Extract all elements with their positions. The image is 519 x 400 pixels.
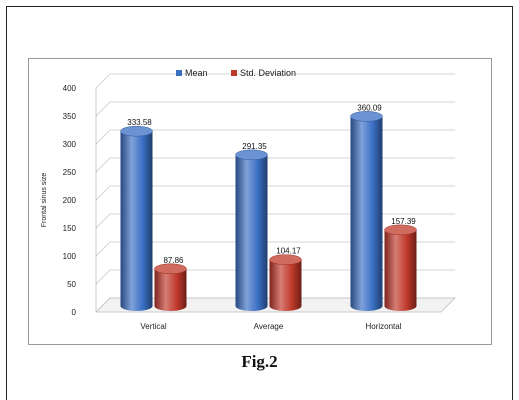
bar-top xyxy=(236,150,268,160)
bar-top xyxy=(385,225,417,235)
y-tick-label: 100 xyxy=(63,252,77,261)
legend-label: Mean xyxy=(185,68,208,78)
gridline-side xyxy=(96,74,110,88)
bar-std-deviation-average xyxy=(270,255,302,311)
gridline-side xyxy=(96,242,110,256)
bar-body xyxy=(155,269,187,311)
y-tick-label: 0 xyxy=(72,308,77,317)
x-tick-label: Horizontal xyxy=(365,322,401,331)
figure-caption: Fig.2 xyxy=(0,352,519,372)
gridline-side xyxy=(96,186,110,200)
bar-std-deviation-horizontal xyxy=(385,225,417,311)
y-tick-label: 50 xyxy=(67,280,76,289)
data-label: 157.39 xyxy=(391,217,416,226)
gridline-side xyxy=(96,158,110,172)
y-tick-label: 250 xyxy=(63,168,77,177)
legend-swatch xyxy=(176,70,182,76)
bar-body xyxy=(385,230,417,311)
bar-top xyxy=(351,111,383,121)
data-label: 291.35 xyxy=(242,142,267,151)
bar-body xyxy=(236,155,268,311)
bar-top xyxy=(155,264,187,274)
data-label: 360.09 xyxy=(357,103,382,112)
y-axis-label: Frontal sinus size xyxy=(41,173,48,228)
bar-std-deviation-vertical xyxy=(155,264,187,311)
legend-label: Std. Deviation xyxy=(240,68,296,78)
bar-mean-average xyxy=(236,150,268,311)
y-tick-label: 400 xyxy=(63,84,77,93)
y-tick-label: 150 xyxy=(63,224,77,233)
bar-mean-vertical xyxy=(121,126,153,311)
bar-body xyxy=(121,131,153,311)
legend-swatch xyxy=(231,70,237,76)
bar-top xyxy=(270,255,302,265)
y-tick-label: 350 xyxy=(63,112,77,121)
y-tick-label: 300 xyxy=(63,140,77,149)
bar-mean-horizontal xyxy=(351,111,383,311)
gridline-side xyxy=(96,130,110,144)
data-label: 104.17 xyxy=(276,247,301,256)
data-label: 333.58 xyxy=(127,118,152,127)
bar-body xyxy=(270,260,302,311)
x-tick-label: Average xyxy=(254,322,284,331)
gridline-side xyxy=(96,102,110,116)
bar-top xyxy=(121,126,153,136)
bar-body xyxy=(351,116,383,311)
data-label: 87.86 xyxy=(163,256,184,265)
gridline-side xyxy=(96,270,110,284)
y-tick-label: 200 xyxy=(63,196,77,205)
gridline-side xyxy=(96,214,110,228)
x-tick-label: Vertical xyxy=(140,322,166,331)
